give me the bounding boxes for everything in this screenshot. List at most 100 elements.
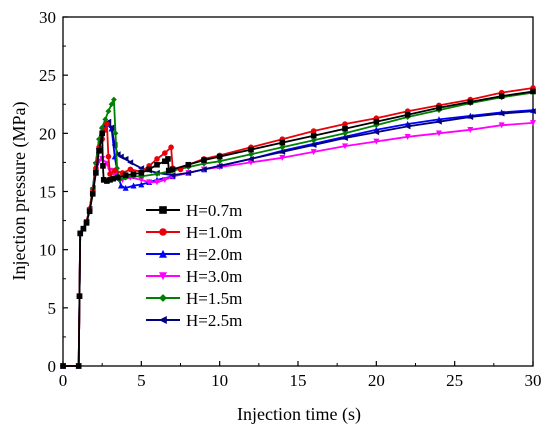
data-point [108,124,115,131]
legend-label: H=1.0m [186,223,242,242]
series-line [63,91,534,367]
data-point [138,170,145,176]
data-point [154,171,160,177]
x-axis-title: Injection time (s) [237,404,361,425]
y-tick-label: 25 [39,66,56,85]
data-point [498,93,505,99]
data-point [169,172,176,179]
data-point [112,130,119,137]
data-point [310,141,317,148]
data-point [342,130,348,137]
data-point [105,153,112,160]
data-point [248,151,254,158]
legend-marker [159,249,167,258]
data-point [404,134,411,140]
data-point [154,179,160,186]
data-point [76,293,83,300]
data-point [529,108,536,115]
x-tick-label: 20 [368,371,385,390]
data-point [83,220,90,226]
y-tick-label: 30 [39,8,56,27]
ticks-layer: 0 5 10 15 20 25 30 0 5 10 15 20 25 30 [39,8,542,390]
legend-label: H=2.0m [186,245,242,264]
y-tick-label: 10 [39,241,56,260]
y-axis-title: Injection pressure (MPa) [9,102,30,281]
data-point [530,120,536,127]
data-point [146,179,153,186]
data-point [498,110,505,117]
data-point [107,171,113,177]
data-point [77,230,84,237]
data-point [435,118,442,125]
data-point [161,177,168,184]
data-point [169,166,176,173]
series-line [63,110,534,367]
legend-label: H=2.5m [186,311,242,330]
legend-item: H=0.7m [146,201,242,220]
data-point [467,127,474,134]
legend-label: H=3.0m [186,267,242,286]
data-point [80,225,87,232]
x-tick-label: 30 [525,371,542,390]
data-point [342,125,348,132]
y-tick-label: 5 [48,299,57,318]
data-point [93,170,99,176]
legend-label: H=0.7m [186,201,242,220]
data-point [216,158,223,165]
data-point [216,153,223,160]
legend-label: H=1.5m [186,289,242,308]
legend-marker [159,206,167,214]
data-point [110,96,117,103]
data-point [96,147,102,154]
data-point [86,208,93,215]
data-point [108,101,115,108]
x-tick-label: 25 [446,371,463,390]
data-point [467,99,474,105]
data-point [200,166,207,173]
data-point [110,175,116,182]
plot-frame [62,16,534,367]
series-line [63,122,534,367]
data-point [310,149,317,156]
data-point [530,88,536,95]
data-point [146,166,152,173]
legend-item: H=3.0m [146,267,242,286]
legend-item: H=1.0m [146,223,242,242]
data-point [99,130,105,137]
data-point [105,108,112,115]
legend-item: H=2.0m [146,245,242,264]
legend-marker [159,228,167,236]
data-point [279,139,286,146]
x-tick-label: 10 [211,371,228,390]
data-point [111,167,118,174]
data-point [185,161,192,168]
data-point [310,128,317,134]
data-point [373,138,380,145]
plot-border [62,16,534,367]
data-point [127,166,134,173]
data-point [342,143,348,150]
data-point [373,118,380,125]
data-point [310,137,317,144]
data-point [154,156,160,162]
series-h-3-0m [60,120,536,370]
data-point [122,172,129,179]
legend-item: H=2.5m [146,311,242,330]
series-line [63,87,534,367]
data-point [165,156,171,162]
data-point [117,153,124,160]
data-point [436,130,442,137]
y-tick-label: 15 [39,183,56,202]
legend-marker [159,294,167,302]
data-point [162,150,168,156]
data-point [168,144,174,151]
data-point [89,191,96,197]
data-point [154,161,160,168]
data-point [100,163,106,169]
series-h-1-5m [60,89,536,369]
legend-marker [159,272,167,281]
data-point [122,184,129,191]
series-layer [59,85,536,370]
data-point [114,151,121,158]
data-point [104,121,110,127]
